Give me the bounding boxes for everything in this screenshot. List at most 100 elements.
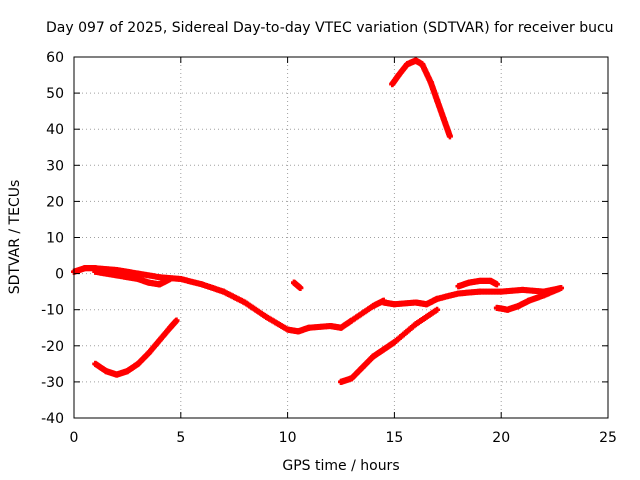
series-track-1 bbox=[71, 265, 387, 335]
x-tick-label: 15 bbox=[385, 430, 403, 446]
data-point bbox=[412, 299, 419, 306]
data-point bbox=[476, 288, 483, 295]
data-point bbox=[455, 290, 462, 297]
data-point bbox=[434, 295, 441, 302]
data-point bbox=[113, 266, 120, 273]
y-tick-label: -20 bbox=[41, 339, 64, 355]
data-point bbox=[423, 301, 430, 308]
data-point bbox=[370, 353, 377, 360]
data-point bbox=[167, 324, 174, 331]
y-tick-label: 40 bbox=[46, 122, 64, 138]
x-tick-label: 25 bbox=[599, 430, 617, 446]
x-tick-label: 0 bbox=[70, 430, 79, 446]
data-point bbox=[404, 61, 411, 68]
data-point bbox=[173, 317, 180, 324]
data-point bbox=[81, 265, 88, 272]
axis-ticks: 0 5 10 15 20 25 -40 -30 -20 -10 0 10 20 30 40 50 60 bbox=[41, 50, 617, 446]
series-track-4 bbox=[338, 306, 441, 385]
data-point bbox=[446, 133, 453, 140]
data-point bbox=[156, 281, 163, 288]
data-point bbox=[515, 303, 522, 310]
data-points bbox=[71, 57, 565, 385]
data-point bbox=[419, 61, 426, 68]
data-point bbox=[295, 328, 302, 335]
data-point bbox=[427, 79, 434, 86]
data-point bbox=[487, 277, 494, 284]
data-point bbox=[92, 360, 99, 367]
data-point bbox=[124, 368, 131, 375]
data-point bbox=[493, 304, 500, 311]
data-point bbox=[391, 339, 398, 346]
x-tick-label: 5 bbox=[176, 430, 185, 446]
series-track-7 bbox=[493, 285, 565, 313]
data-point bbox=[135, 270, 142, 277]
data-point bbox=[434, 97, 441, 104]
data-point bbox=[263, 313, 270, 320]
data-point bbox=[519, 286, 526, 293]
data-point bbox=[380, 346, 387, 353]
data-point bbox=[498, 288, 505, 295]
data-point bbox=[389, 81, 396, 88]
data-point bbox=[156, 337, 163, 344]
data-point bbox=[291, 279, 298, 286]
data-point bbox=[135, 276, 142, 283]
data-point bbox=[338, 378, 344, 385]
y-tick-label: 50 bbox=[46, 86, 64, 102]
data-point bbox=[412, 57, 419, 64]
data-point bbox=[476, 277, 483, 284]
data-point bbox=[359, 364, 366, 371]
data-point bbox=[348, 317, 355, 324]
y-tick-label: 20 bbox=[46, 194, 64, 210]
data-point bbox=[504, 306, 511, 313]
y-tick-label: -30 bbox=[41, 375, 64, 391]
y-axis-label: SDTVAR / TECUs bbox=[7, 180, 23, 295]
y-tick-label: 60 bbox=[46, 50, 64, 66]
data-point bbox=[305, 324, 312, 331]
data-point bbox=[370, 303, 377, 310]
data-point bbox=[199, 281, 206, 288]
y-tick-label: -10 bbox=[41, 303, 64, 319]
series-track-6 bbox=[455, 277, 500, 290]
x-axis-label: GPS time / hours bbox=[282, 458, 399, 474]
grid-lines bbox=[74, 57, 608, 418]
data-point bbox=[380, 299, 387, 306]
x-tick-label: 10 bbox=[279, 430, 297, 446]
series-track-1b bbox=[92, 268, 174, 288]
data-point bbox=[327, 322, 334, 329]
data-point bbox=[440, 115, 447, 122]
data-point bbox=[558, 285, 565, 292]
y-tick-label: -40 bbox=[41, 411, 64, 427]
data-point bbox=[466, 279, 473, 286]
data-point bbox=[167, 276, 174, 283]
data-point bbox=[145, 350, 152, 357]
data-point bbox=[338, 324, 344, 331]
data-point bbox=[348, 375, 355, 382]
series-track-3 bbox=[291, 279, 304, 292]
data-point bbox=[395, 72, 402, 79]
data-point bbox=[135, 360, 142, 367]
data-point bbox=[113, 371, 120, 378]
data-point bbox=[145, 279, 152, 286]
x-tick-label: 20 bbox=[492, 430, 510, 446]
data-point bbox=[241, 299, 248, 306]
y-tick-label: 30 bbox=[46, 158, 64, 174]
data-point bbox=[525, 297, 532, 304]
data-point bbox=[412, 321, 419, 328]
data-point bbox=[540, 292, 547, 299]
data-point bbox=[434, 306, 441, 313]
data-point bbox=[103, 368, 110, 375]
y-tick-label: 10 bbox=[46, 231, 64, 247]
chart-title: Day 097 of 2025, Sidereal Day-to-day VTE… bbox=[46, 20, 614, 36]
data-point bbox=[220, 288, 227, 295]
series-track-2 bbox=[92, 317, 180, 378]
y-tick-label: 0 bbox=[55, 267, 64, 283]
data-point bbox=[177, 276, 184, 283]
data-point bbox=[391, 301, 398, 308]
data-point bbox=[113, 272, 120, 279]
data-point bbox=[493, 281, 500, 288]
data-point bbox=[297, 285, 304, 292]
data-point bbox=[92, 268, 99, 275]
data-point bbox=[284, 326, 291, 333]
